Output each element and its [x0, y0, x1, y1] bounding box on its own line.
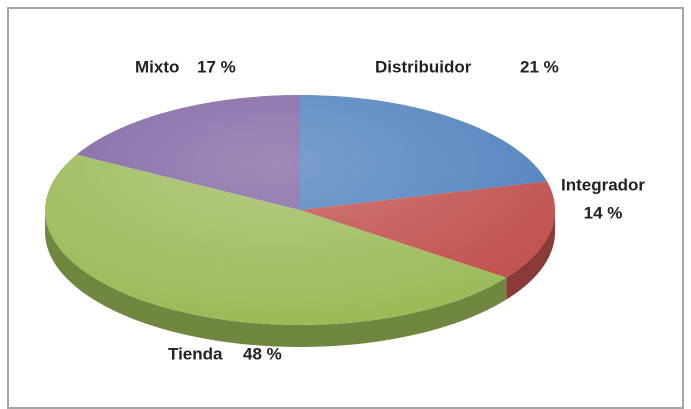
slice-value-label: 17 %	[197, 57, 236, 76]
pie-side	[45, 210, 507, 347]
pie-side	[506, 210, 555, 300]
slice-label: Integrador	[561, 175, 645, 194]
pie-shine	[45, 95, 555, 325]
slice-label: Tienda	[168, 344, 223, 363]
slice-value-label: 14 %	[584, 203, 623, 222]
slice-label: Mixto	[135, 57, 179, 76]
slice-value-label: 48 %	[243, 344, 282, 363]
slice-label: Distribuidor	[375, 57, 472, 76]
slice-value-label: 21 %	[520, 57, 559, 76]
